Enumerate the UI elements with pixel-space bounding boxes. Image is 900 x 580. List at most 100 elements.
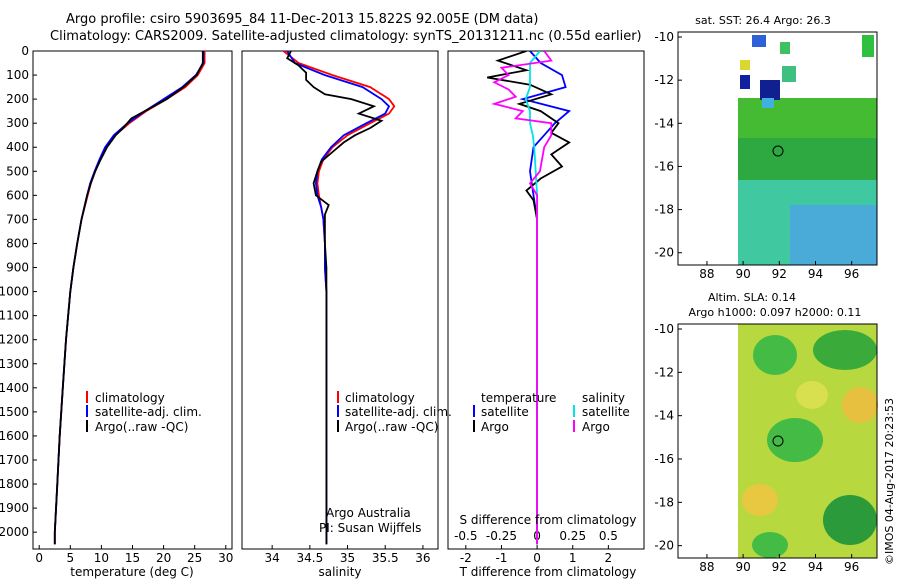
y-tick-label: 400 (6, 140, 29, 154)
x-tick-label: 34.5 (296, 551, 323, 565)
sst-pixel-a (752, 35, 766, 47)
y-tick-label: 1100 (0, 309, 29, 323)
map-y-tick-label: -10 (654, 322, 674, 336)
x-tick-label: 30 (218, 551, 233, 565)
s-difference-axis-label: S difference from climatology (460, 513, 637, 527)
map-y-tick-label: -20 (654, 539, 674, 553)
x-tick-label: 2 (605, 551, 613, 565)
legend-label-satellite: satellite-adj. clim. (345, 405, 452, 419)
y-tick-label: 1300 (0, 357, 29, 371)
y-tick-label: 1700 (0, 453, 29, 467)
annotation-line-1: Argo Australia (326, 506, 411, 520)
legend-label-satellite: satellite-adj. clim. (95, 405, 202, 419)
s-tick-label: 0.5 (599, 529, 618, 543)
sst-pixel-d (740, 60, 750, 70)
t-difference-tick-labels: -2 -1 0 1 2 (460, 545, 612, 565)
y-tick-label: 600 (6, 188, 29, 202)
difference-axes-frame (447, 50, 645, 550)
map-x-tick-label: 96 (844, 560, 859, 574)
series-line-climatology (282, 51, 396, 545)
x-tick-label: 20 (156, 551, 171, 565)
s-tick-label: -0.5 (454, 529, 477, 543)
map-x-tick-label: 88 (699, 267, 714, 281)
temperature-legend: climatology satellite-adj. clim. Argo(..… (86, 391, 202, 434)
legend-label-t-argo: Argo (481, 420, 509, 434)
sst-pixel-c (862, 35, 874, 57)
sla-low-b (842, 387, 878, 423)
legend-label-s-argo: Argo (582, 420, 610, 434)
map-x-tick-label: 94 (808, 560, 823, 574)
y-tick-label: 100 (6, 68, 29, 82)
x-tick-label: 0 (533, 551, 541, 565)
legend-label-argo: Argo(..raw -QC) (95, 420, 188, 434)
y-tick-label: 0 (21, 44, 29, 58)
y-tick-label: 1500 (0, 405, 29, 419)
map-y-tick-label: -12 (654, 73, 674, 87)
map-x-tick-label: 90 (735, 560, 750, 574)
series-line-satellite-adj-clim- (53, 51, 205, 545)
map-x-tick-label: 92 (772, 267, 787, 281)
sla-high-d (823, 495, 877, 545)
map-y-tick-label: -16 (654, 159, 674, 173)
map-x-tick-label: 92 (772, 560, 787, 574)
sla-high-c (767, 418, 823, 462)
y-tick-label: 1800 (0, 477, 29, 491)
series-line-s-argo (491, 51, 553, 545)
y-tick-label: 1600 (0, 429, 29, 443)
map-y-tick-label: -12 (654, 365, 674, 379)
temperature-panel: 0100200300400500600700800900100011001200… (0, 44, 233, 579)
sla-high-a (753, 335, 797, 375)
y-tick-label: 1000 (0, 285, 29, 299)
s-tick-label: 0.25 (559, 529, 586, 543)
y-tick-label: 700 (6, 212, 29, 226)
salinity-tick-labels: 34 34.5 35 35.5 36 (265, 545, 431, 565)
sst-map-tick-labels: 88 90 92 94 96 -10 -12 -14 -16 -18 -20 (654, 30, 859, 281)
x-tick-label: 36 (415, 551, 430, 565)
sst-pixel-h (762, 98, 774, 108)
salinity-legend: climatology satellite-adj. clim. Argo(..… (337, 391, 452, 434)
sst-map-warm-band (738, 98, 877, 138)
legend-label-s-satellite: satellite (582, 405, 630, 419)
map-y-tick-label: -18 (654, 203, 674, 217)
y-tick-label: 900 (6, 261, 29, 275)
map-x-tick-label: 96 (844, 267, 859, 281)
x-tick-label: -1 (495, 551, 507, 565)
legend-label-argo: Argo(..raw -QC) (345, 420, 438, 434)
temperature-tick-labels: 0 5 10 15 20 25 30 (35, 545, 233, 565)
salinity-panel: 34 34.5 35 35.5 36 salinity climatology sate… (241, 50, 452, 579)
salinity-axis-label: salinity (318, 565, 361, 579)
header-line-1: Argo profile: csiro 5903695_84 11-Dec-20… (66, 12, 539, 27)
sla-low-a (742, 484, 778, 516)
y-tick-label: 1200 (0, 333, 29, 347)
sla-map-panel: Altim. SLA: 0.14 Argo h1000: 0.097 h2000… (654, 291, 878, 574)
map-y-tick-label: -14 (654, 116, 674, 130)
sst-map-cold-patch (790, 205, 877, 265)
sla-map-title-1: Altim. SLA: 0.14 (708, 291, 796, 304)
sla-high-b (813, 330, 877, 370)
x-tick-label: 5 (66, 551, 74, 565)
sla-low-c (796, 381, 828, 409)
difference-profiles (487, 51, 572, 545)
map-y-tick-label: -16 (654, 452, 674, 466)
temperature-axes-frame (32, 50, 233, 550)
y-tick-label: 200 (6, 92, 29, 106)
map-x-tick-label: 90 (735, 267, 750, 281)
difference-panel: -2 -1 0 1 2 -0.5 -0.25 0 0.25 0.5 S difference f… (447, 50, 645, 579)
salinity-profiles (282, 51, 396, 545)
map-y-tick-label: -20 (654, 246, 674, 260)
s-difference-tick-labels: -0.5 -0.25 0 0.25 0.5 (454, 529, 618, 543)
temperature-profiles (53, 51, 206, 545)
map-y-tick-label: -14 (654, 409, 674, 423)
sst-map-frame (677, 31, 878, 266)
map-x-tick-label: 94 (808, 267, 823, 281)
sst-pixel-b (780, 42, 790, 54)
credit-stamp: ©IMOS 04-Aug-2017 20:23:53 (883, 398, 896, 565)
x-tick-label: 34 (265, 551, 280, 565)
x-tick-label: 35.5 (372, 551, 399, 565)
sst-map-panel: sat. SST: 26.4 Argo: 26.3 88 90 92 94 96 -10 -… (654, 14, 878, 281)
argo-position-marker (772, 145, 784, 157)
series-line-argo-raw-qc- (286, 51, 384, 545)
t-difference-axis-label: T difference from climatology (459, 565, 637, 579)
sla-map-title-2: Argo h1000: 0.097 h2000: 0.11 (689, 306, 862, 319)
